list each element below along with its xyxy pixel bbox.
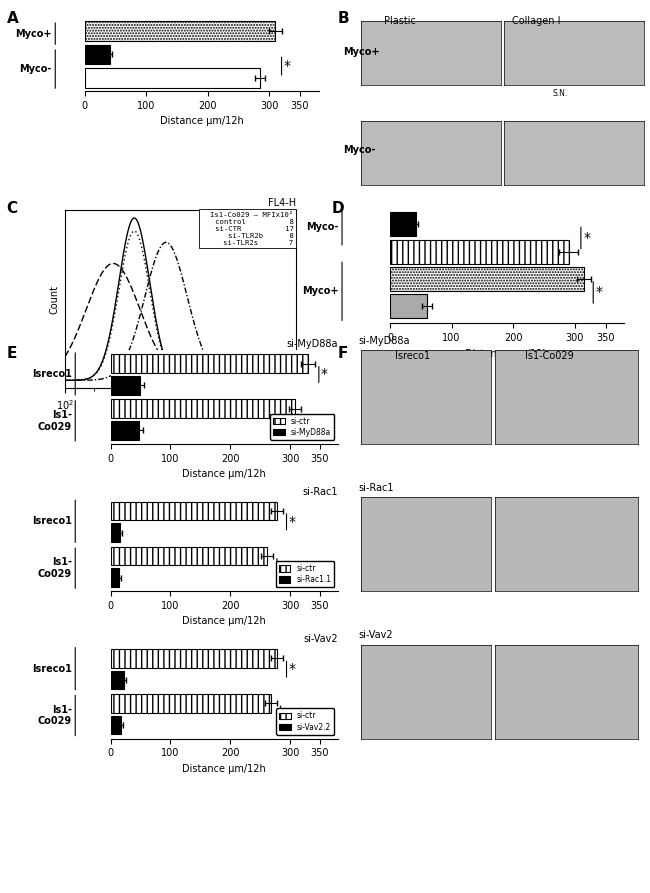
Y-axis label: Count: Count bbox=[49, 285, 59, 313]
Text: Isreco1: Isreco1 bbox=[32, 663, 72, 673]
Text: si-Rac1: si-Rac1 bbox=[359, 483, 395, 493]
X-axis label: Distance µm/12h: Distance µm/12h bbox=[183, 764, 266, 774]
Text: si-Rac1: si-Rac1 bbox=[302, 487, 338, 497]
Bar bbox=[84, 45, 110, 64]
Text: *: * bbox=[583, 231, 590, 245]
Text: Myco+: Myco+ bbox=[302, 287, 339, 296]
Text: Is1-
Co029: Is1- Co029 bbox=[38, 557, 72, 579]
Bar bbox=[390, 213, 416, 237]
Text: *: * bbox=[284, 59, 291, 73]
Bar bbox=[111, 547, 267, 565]
Text: Is1-
Co029: Is1- Co029 bbox=[38, 705, 72, 726]
Text: D: D bbox=[332, 201, 344, 216]
Text: B: B bbox=[338, 11, 350, 26]
Legend: si-ctr, si-Vav2.2: si-ctr, si-Vav2.2 bbox=[276, 708, 334, 735]
Bar bbox=[111, 376, 140, 395]
Text: *: * bbox=[289, 662, 295, 676]
X-axis label: Distance µm/12h: Distance µm/12h bbox=[183, 616, 266, 627]
Bar bbox=[111, 568, 120, 587]
Bar bbox=[111, 502, 277, 521]
Text: Is1-Co029 – MFIx10²
   control          8
   si-CTR          17
   si-TLR2b     : Is1-Co029 – MFIx10² control 8 si-CTR 17 … bbox=[202, 212, 293, 246]
Legend: si-ctr, si-MyD88a: si-ctr, si-MyD88a bbox=[270, 413, 334, 440]
Bar bbox=[84, 21, 276, 41]
Bar bbox=[390, 267, 584, 291]
Text: C: C bbox=[6, 201, 18, 216]
X-axis label: Distance μm/12h: Distance μm/12h bbox=[465, 348, 549, 359]
Text: S.N.: S.N. bbox=[552, 89, 567, 98]
Text: *: * bbox=[279, 560, 286, 574]
Text: Isreco1: Isreco1 bbox=[32, 516, 72, 526]
Text: Myco+: Myco+ bbox=[15, 29, 52, 38]
Text: *: * bbox=[320, 367, 328, 381]
Bar bbox=[111, 523, 120, 542]
Text: A: A bbox=[6, 11, 18, 26]
Text: si-MyD88a: si-MyD88a bbox=[359, 336, 410, 346]
Bar bbox=[390, 294, 427, 318]
Legend: si-ctr, si-Rac1.1: si-ctr, si-Rac1.1 bbox=[276, 561, 334, 588]
Bar bbox=[111, 399, 295, 418]
Text: FL4-H: FL4-H bbox=[268, 198, 296, 208]
Bar bbox=[111, 649, 277, 668]
Text: *: * bbox=[289, 514, 295, 529]
Text: Is1-
Co029: Is1- Co029 bbox=[38, 410, 72, 431]
Bar bbox=[111, 671, 124, 689]
X-axis label: Distance μm/12h: Distance μm/12h bbox=[160, 116, 243, 127]
Text: *: * bbox=[595, 286, 603, 299]
Bar bbox=[111, 694, 271, 713]
Text: Isreco1: Isreco1 bbox=[395, 351, 430, 361]
Text: si-Vav2: si-Vav2 bbox=[359, 630, 393, 640]
X-axis label: mAb TLR2 TL2.1: mAb TLR2 TL2.1 bbox=[140, 418, 220, 428]
Text: Myco-: Myco- bbox=[306, 222, 339, 232]
Bar bbox=[111, 715, 122, 734]
Text: F: F bbox=[338, 346, 348, 361]
Text: Plastic: Plastic bbox=[384, 16, 416, 26]
Text: Is1-Co029: Is1-Co029 bbox=[525, 351, 573, 361]
Text: Myco+: Myco+ bbox=[552, 66, 578, 75]
Text: si-MyD88a: si-MyD88a bbox=[287, 339, 338, 349]
Text: Myco-: Myco- bbox=[20, 64, 52, 74]
X-axis label: Distance µm/12h: Distance µm/12h bbox=[183, 469, 266, 480]
Text: E: E bbox=[6, 346, 17, 361]
Text: Myco+: Myco+ bbox=[343, 46, 380, 57]
Bar bbox=[111, 421, 139, 439]
Bar bbox=[84, 68, 260, 88]
Text: Isreco1: Isreco1 bbox=[32, 369, 72, 379]
Text: *: * bbox=[282, 707, 289, 722]
Text: Collagen I: Collagen I bbox=[512, 16, 560, 26]
Text: si-Vav2: si-Vav2 bbox=[304, 634, 338, 644]
Bar bbox=[111, 355, 308, 373]
Text: Myco-: Myco- bbox=[343, 145, 376, 155]
Bar bbox=[390, 239, 569, 263]
